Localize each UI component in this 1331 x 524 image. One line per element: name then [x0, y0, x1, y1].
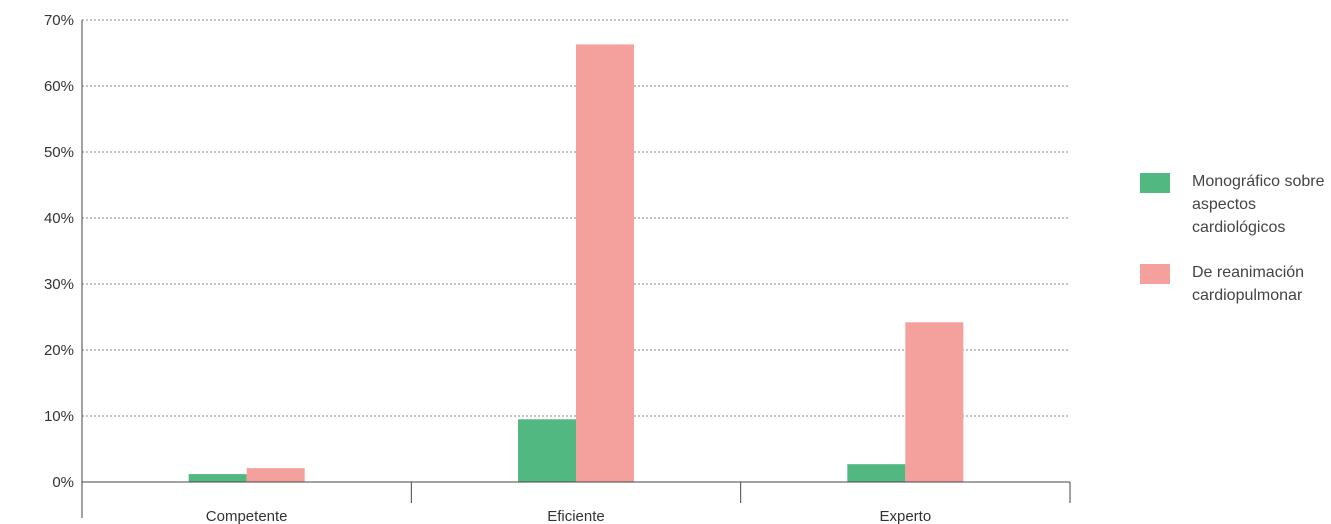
axes — [81, 20, 1071, 518]
bar-1-eficiente — [518, 419, 576, 482]
y-tick-label: 60% — [44, 78, 74, 95]
y-tick-label: 40% — [44, 210, 74, 227]
y-tick-label: 10% — [44, 408, 74, 425]
legend-swatch-series-1 — [1140, 173, 1170, 193]
legend-label-series-1: Monográfico sobre aspectos cardiológicos — [1192, 173, 1325, 236]
y-tick-label: 50% — [44, 144, 74, 161]
bar-2-competente — [246, 468, 305, 482]
bar-1-competente — [188, 474, 247, 482]
x-axis-labels: Competente Eficiente Experto — [206, 508, 931, 524]
legend-item-series-1: Monográfico sobre aspectos cardiológicos — [1140, 170, 1331, 239]
legend-swatch-series-2 — [1140, 264, 1170, 284]
y-tick-label: 70% — [44, 12, 74, 29]
bar-1-experto — [847, 464, 906, 482]
y-tick-label: 30% — [44, 276, 74, 293]
y-tick-label: 0% — [52, 474, 74, 491]
bar-2-eficiente — [576, 44, 634, 483]
legend-label-series-2: De reanimación cardiopulmonar — [1192, 264, 1305, 304]
legend-item-series-2: De reanimación cardiopulmonar — [1140, 261, 1331, 307]
y-axis-ticks: 0% 10% 20% 30% 40% 50% 60% 70% — [44, 12, 74, 491]
x-category-label: Experto — [879, 508, 931, 524]
bars — [188, 44, 964, 483]
x-category-label: Eficiente — [547, 508, 605, 524]
x-category-label: Competente — [206, 508, 288, 524]
y-tick-label: 20% — [44, 342, 74, 359]
legend: Monográfico sobre aspectos cardiológicos… — [1140, 170, 1331, 329]
bar-2-experto — [905, 322, 964, 482]
